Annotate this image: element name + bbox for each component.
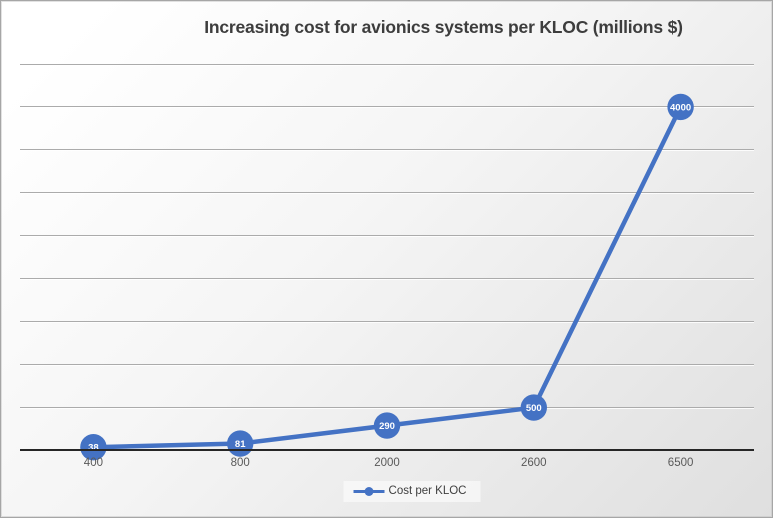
data-point-marker-400: [80, 434, 107, 461]
data-point-label: 38: [88, 443, 99, 454]
chart-title: Increasing cost for avionics systems per…: [204, 17, 683, 37]
gridline-3000: [20, 192, 754, 194]
data-point-label: 290: [379, 421, 395, 432]
gridline-4500: [20, 63, 754, 65]
x-axis-line: [20, 449, 754, 451]
x-axis-label-2600: 2600: [521, 457, 547, 469]
x-axis-label-800: 800: [230, 457, 250, 469]
gridline-1000: [20, 364, 754, 366]
x-axis-label-6500: 6500: [667, 457, 694, 469]
data-point-label: 81: [235, 439, 246, 450]
gridline-2000: [20, 278, 754, 280]
gridline-2500: [20, 235, 754, 237]
x-axis-label-2000: 2000: [374, 457, 400, 469]
legend-label: Cost per KLOC: [388, 485, 467, 497]
data-point-label: 4000: [670, 102, 691, 113]
gridline-500: [20, 407, 754, 409]
data-point-marker-2000: [373, 412, 401, 439]
x-axis-label-400: 400: [83, 457, 103, 469]
legend: Cost per KLOC: [343, 481, 481, 502]
gridline-4000: [20, 106, 754, 108]
series-line: [93, 105, 683, 450]
data-point-label: 500: [526, 403, 542, 414]
gridline-3500: [20, 149, 754, 151]
legend-line-marker-icon: [353, 486, 385, 496]
data-point-marker-2600: [520, 394, 547, 421]
data-point-marker-6500: [667, 93, 694, 121]
gridline-1500: [20, 321, 754, 323]
